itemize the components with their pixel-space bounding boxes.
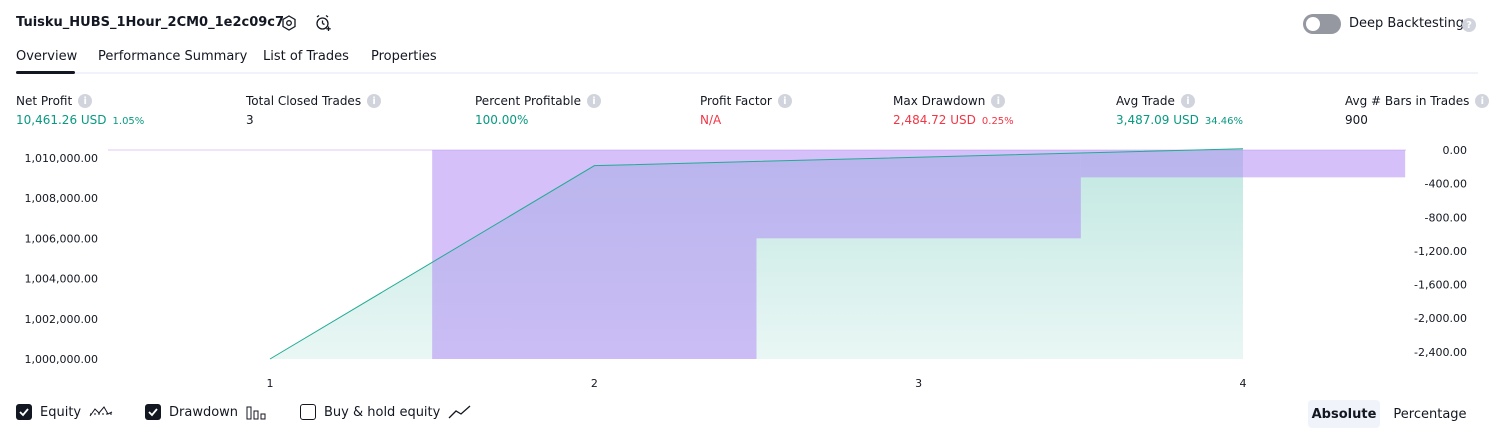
metric-value-text: 2,484.72 USD bbox=[893, 113, 976, 127]
left-axis-tick-label: 1,008,000.00 bbox=[25, 192, 98, 205]
alarm-clock-plus-icon[interactable] bbox=[313, 13, 333, 33]
help-icon[interactable]: ? bbox=[1462, 18, 1476, 32]
equity-line bbox=[269, 148, 1244, 360]
metric-value-text: N/A bbox=[700, 113, 722, 127]
percentage-button[interactable]: Percentage bbox=[1393, 406, 1467, 422]
trend-line-icon bbox=[448, 405, 471, 419]
drawdown-checkbox[interactable] bbox=[145, 404, 161, 420]
right-axis-tick-label: -800.00 bbox=[1425, 211, 1467, 224]
info-icon[interactable]: i bbox=[78, 94, 93, 108]
x-axis-tick-label: 3 bbox=[915, 377, 922, 390]
equity-line-icon bbox=[89, 406, 113, 417]
metric-label-text: Max Drawdown bbox=[893, 94, 986, 108]
absolute-button[interactable]: Absolute bbox=[1308, 400, 1380, 428]
tab-properties[interactable]: Properties bbox=[371, 49, 437, 64]
metric-label: Total Closed Trades i bbox=[246, 94, 382, 108]
info-icon[interactable]: i bbox=[991, 94, 1006, 108]
metric-value-text: 3 bbox=[246, 113, 254, 127]
metric-label: Percent Profitable i bbox=[475, 94, 601, 108]
metric-label-text: Avg Trade bbox=[1116, 94, 1175, 108]
info-icon[interactable]: i bbox=[586, 94, 601, 108]
metric-value-text: 900 bbox=[1345, 113, 1368, 127]
right-axis-tick-label: -400.00 bbox=[1425, 178, 1467, 191]
metric-percent: 34.46% bbox=[1204, 116, 1244, 127]
right-axis-tick-label: -2,400.00 bbox=[1414, 346, 1467, 359]
toggle-knob bbox=[1306, 17, 1320, 31]
metric-label: Profit Factor i bbox=[700, 94, 792, 108]
metric-value-text: 100.00% bbox=[475, 113, 529, 127]
active-tab-indicator bbox=[16, 71, 75, 74]
metric-value-text: 10,461.26 USD bbox=[16, 113, 107, 127]
x-axis-tick-label: 1 bbox=[267, 377, 274, 390]
legend-drawdown-label: Drawdown bbox=[169, 404, 239, 420]
left-axis-tick-label: 1,002,000.00 bbox=[25, 313, 98, 326]
metric-label-text: Total Closed Trades bbox=[246, 94, 362, 108]
settings-hexagon-icon[interactable] bbox=[279, 13, 299, 33]
drawdown-bar bbox=[756, 150, 1081, 239]
metric-label: Net Profit i bbox=[16, 94, 93, 108]
metric-value: 10,461.26 USD 1.05% bbox=[16, 113, 144, 127]
info-icon[interactable]: i bbox=[1475, 94, 1490, 108]
metric-value: 100.00% bbox=[475, 113, 528, 127]
tab-bar-rule bbox=[16, 72, 1478, 74]
metric-value: N/A bbox=[700, 113, 721, 127]
metric-value: 3,487.09 USD 34.46% bbox=[1116, 113, 1243, 127]
strategy-title: Tuisku_HUBS_1Hour_2CM0_1e2c09c7 bbox=[16, 15, 285, 30]
metric-percent: 0.25% bbox=[981, 116, 1014, 127]
left-axis-tick-label: 1,004,000.00 bbox=[25, 273, 98, 286]
deep-backtesting-toggle[interactable] bbox=[1303, 14, 1341, 34]
metric-label-text: Profit Factor bbox=[700, 94, 772, 108]
info-icon[interactable]: i bbox=[777, 94, 792, 108]
right-axis-tick-label: -2,000.00 bbox=[1414, 312, 1467, 325]
right-axis-tick-label: 0.00 bbox=[1443, 144, 1468, 157]
left-axis-tick-label: 1,010,000.00 bbox=[25, 152, 98, 165]
left-axis-tick-label: 1,006,000.00 bbox=[25, 232, 98, 245]
right-axis-tick-label: -1,200.00 bbox=[1414, 245, 1467, 258]
equity-drawdown-chart: 1,000,000.00 1,002,000.00 1,004,000.00 1,00… bbox=[25, 144, 1468, 390]
deep-backtesting-label: Deep Backtesting bbox=[1349, 16, 1465, 31]
x-axis-tick-label: 2 bbox=[591, 377, 598, 390]
legend-equity[interactable]: Equity bbox=[16, 404, 113, 420]
metric-label-text: Net Profit bbox=[16, 94, 73, 108]
metric-value: 3 bbox=[246, 113, 254, 127]
tab-overview[interactable]: Overview bbox=[16, 49, 78, 64]
right-axis-tick-label: -1,600.00 bbox=[1414, 279, 1467, 292]
left-axis-tick-label: 1,000,000.00 bbox=[25, 353, 98, 366]
metric-value-text: 3,487.09 USD bbox=[1116, 113, 1199, 127]
metric-value: 900 bbox=[1345, 113, 1368, 127]
metric-value: 2,484.72 USD 0.25% bbox=[893, 113, 1014, 127]
metric-label-text: Percent Profitable bbox=[475, 94, 581, 108]
buy-hold-checkbox[interactable] bbox=[300, 404, 316, 420]
drawdown-bars-icon bbox=[246, 406, 266, 420]
metric-label: Avg Trade i bbox=[1116, 94, 1195, 108]
tab-performance-summary[interactable]: Performance Summary bbox=[98, 49, 248, 64]
metric-label: Max Drawdown i bbox=[893, 94, 1006, 108]
drawdown-bar bbox=[432, 150, 757, 359]
tab-list-of-trades[interactable]: List of Trades bbox=[263, 49, 349, 64]
metric-label-text: Avg # Bars in Trades bbox=[1345, 94, 1470, 108]
drawdown-bar bbox=[1080, 150, 1406, 178]
info-icon[interactable]: i bbox=[367, 94, 382, 108]
legend-buy-hold[interactable]: Buy & hold equity bbox=[300, 404, 472, 420]
legend-equity-label: Equity bbox=[40, 404, 82, 420]
info-icon[interactable]: i bbox=[1180, 94, 1195, 108]
metric-percent: 1.05% bbox=[112, 116, 145, 127]
metric-label: Avg # Bars in Trades i bbox=[1345, 94, 1490, 108]
equity-checkbox[interactable] bbox=[16, 404, 32, 420]
legend-drawdown[interactable]: Drawdown bbox=[145, 404, 268, 420]
x-axis-tick-label: 4 bbox=[1240, 377, 1247, 390]
legend-buy-hold-label: Buy & hold equity bbox=[324, 404, 441, 420]
